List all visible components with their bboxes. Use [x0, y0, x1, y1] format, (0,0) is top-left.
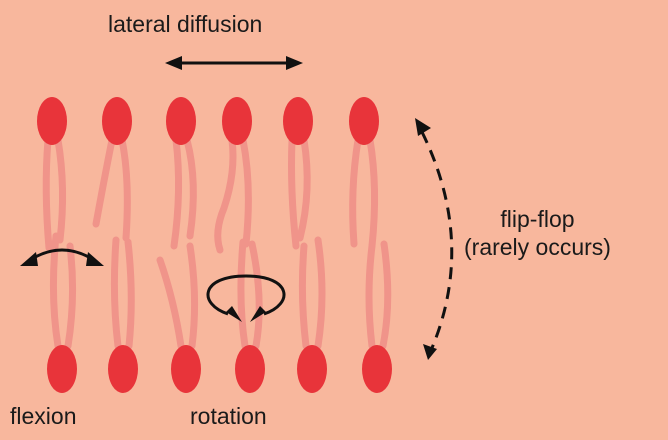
top-lipid-tail-1-1: [42, 136, 53, 252]
bottom-lipid-head-1: [47, 345, 77, 393]
top-lipid-tail-4-1: [214, 136, 237, 254]
bottom-lipid-tail-6-2: [379, 240, 392, 350]
bottom-lipid-tail-4-2: [248, 240, 263, 350]
bottom-lipid-tail-3-1: [156, 256, 185, 350]
top-lipid-tail-6-2: [366, 136, 379, 250]
bottom-lipid-tail-1-1: [49, 232, 62, 350]
bottom-lipid-head-4: [235, 345, 265, 393]
lateral-diffusion-arrow: [165, 56, 303, 70]
flip-flop-label: flip-flop (rarely occurs): [464, 205, 611, 261]
top-lipid-head-2: [102, 97, 132, 145]
top-lipid-head-5: [283, 97, 313, 145]
bottom-lipid-tail-6-1: [365, 242, 376, 350]
flip-flop-title: flip-flop: [500, 206, 575, 232]
top-lipid-tail-5-2: [296, 136, 311, 242]
top-lipid-tail-2-1: [92, 136, 116, 228]
top-lipid-tail-3-1: [170, 136, 183, 250]
bottom-lipid-tail-5-1: [298, 242, 310, 350]
top-lipid-head-4: [222, 97, 252, 145]
bottom-leaflet: [47, 232, 392, 393]
bottom-lipid-tail-1-2: [64, 242, 77, 350]
top-lipid-head-3: [166, 97, 196, 145]
flip-flop-note: (rarely occurs): [464, 234, 611, 260]
rotation-label: rotation: [190, 403, 267, 429]
bottom-lipid-tail-2-2: [124, 238, 135, 350]
top-lipid-tail-4-2: [239, 136, 252, 248]
bottom-lipid-tail-4-1: [237, 238, 249, 350]
flip-flop-arrow: [415, 118, 454, 360]
top-lipid-tail-1-2: [54, 136, 67, 244]
top-lipid-tail-2-2: [118, 136, 131, 242]
top-leaflet: [37, 97, 379, 254]
bottom-lipid-head-2: [108, 345, 138, 393]
top-lipid-tail-6-1: [349, 136, 362, 248]
bottom-lipid-head-6: [362, 345, 392, 393]
top-lipid-head-1: [37, 97, 67, 145]
flexion-label: flexion: [10, 403, 77, 429]
top-lipid-tail-3-2: [183, 136, 197, 240]
top-lipid-head-6: [349, 97, 379, 145]
bottom-lipid-head-3: [171, 345, 201, 393]
bottom-lipid-head-5: [297, 345, 327, 393]
flexion-arrow: [20, 248, 104, 266]
bottom-lipid-tail-2-1: [110, 236, 122, 350]
top-lipid-tail-5-1: [288, 136, 300, 250]
lateral-diffusion-label: lateral diffusion: [108, 11, 263, 37]
bottom-lipid-tail-3-2: [186, 242, 199, 350]
bottom-lipid-tail-5-2: [314, 236, 326, 350]
rotation-arrow: [206, 274, 286, 322]
